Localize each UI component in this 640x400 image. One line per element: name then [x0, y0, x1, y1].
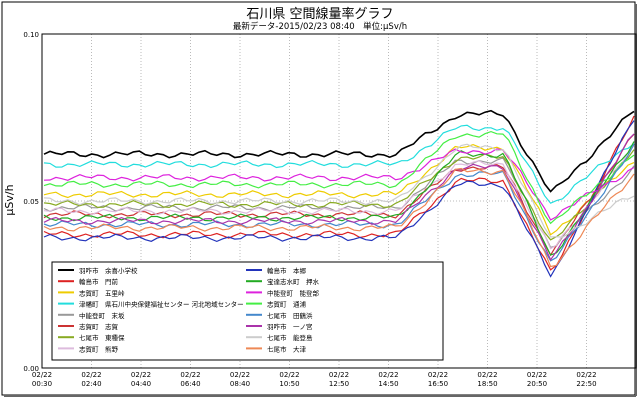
y-axis-label: μSv/h — [3, 184, 16, 215]
x-tick-time: 10:50 — [279, 380, 299, 388]
legend-entry: 志賀町 五里峠 — [79, 288, 125, 297]
plot-area-border — [41, 33, 637, 369]
legend-entry: 志賀町 熊野 — [79, 344, 119, 353]
x-tick-date: 02/22 — [131, 371, 151, 379]
legend-entry: 七尾市 田鶴浜 — [267, 311, 313, 320]
series-line — [43, 143, 635, 238]
y-tick-label: 0.05 — [23, 198, 39, 206]
y-tick-labels: 0.00 0.05 0.10 — [23, 31, 39, 373]
legend-entry: 宝達志水町 押水 — [267, 277, 320, 286]
x-tick-date: 02/22 — [230, 371, 250, 379]
series-line — [43, 120, 635, 278]
legend-entry: 七尾市 東種保 — [79, 333, 125, 342]
x-tick-date: 02/22 — [378, 371, 398, 379]
x-tick-date: 02/22 — [477, 371, 497, 379]
x-tick-time: 18:50 — [477, 380, 497, 388]
x-tick-date: 02/22 — [32, 371, 52, 379]
x-tick-date: 02/22 — [81, 371, 101, 379]
series-line — [43, 143, 635, 236]
legend-entry: 七尾市 能登島 — [267, 333, 313, 342]
y-tick-label: 0.00 — [23, 365, 39, 373]
series-line — [43, 109, 635, 193]
legend-entry: 輪島市 門前 — [79, 277, 119, 286]
legend-entry: 七尾市 大津 — [267, 344, 307, 353]
x-tick-time: 16:50 — [428, 380, 448, 388]
x-tick-date: 02/22 — [527, 371, 547, 379]
chart-title: 石川県 空間線量率グラフ — [246, 6, 393, 22]
x-tick-labels: 02/2200:3002/2202:4002/2204:4002/2206:40… — [32, 371, 597, 388]
x-tick-date: 02/22 — [576, 371, 596, 379]
chart-subtitle: 最新データ-2015/02/23 08:40 単位:μSv/h — [233, 21, 407, 32]
series-line — [43, 133, 635, 257]
x-tick-time: 14:50 — [378, 380, 398, 388]
legend-entry: 中能登町 能登部 — [267, 288, 320, 297]
x-tick-date: 02/22 — [279, 371, 299, 379]
legend-entry: 羽咋市 余喜小学校 — [79, 266, 138, 275]
x-tick-date: 02/22 — [180, 371, 200, 379]
legend-entry: 志賀町 志賀 — [79, 322, 119, 331]
x-tick-time: 22:50 — [576, 380, 596, 388]
legend-box — [51, 261, 444, 361]
legend-entry: 輪島市 本郷 — [267, 266, 307, 275]
legend-entry: 志賀町 通浦 — [267, 300, 307, 309]
x-tick-time: 12:50 — [329, 380, 349, 388]
series-line — [43, 130, 635, 225]
x-tick-time: 04:40 — [131, 380, 151, 388]
y-tick-label: 0.10 — [23, 31, 39, 39]
series-line — [43, 149, 635, 241]
x-tick-time: 00:30 — [32, 380, 52, 388]
series-line — [43, 124, 635, 204]
series-line — [43, 143, 635, 262]
series-line — [43, 141, 635, 256]
grid-lines — [42, 34, 636, 368]
legend-entry: 中能登町 末坂 — [79, 311, 125, 320]
legend-entry: 津幡町 県石川中央保健福祉センター 河北地域センター — [79, 300, 244, 309]
x-tick-date: 02/22 — [329, 371, 349, 379]
series-line — [43, 133, 635, 262]
legend-entry: 羽咋市 一ノ宮 — [267, 322, 313, 331]
series-lines — [43, 109, 635, 278]
x-tick-time: 20:50 — [527, 380, 547, 388]
series-line — [43, 167, 635, 268]
x-tick-date: 02/22 — [428, 371, 448, 379]
x-tick-time: 06:40 — [180, 380, 200, 388]
x-tick-time: 08:40 — [230, 380, 250, 388]
x-tick-time: 02:40 — [81, 380, 101, 388]
